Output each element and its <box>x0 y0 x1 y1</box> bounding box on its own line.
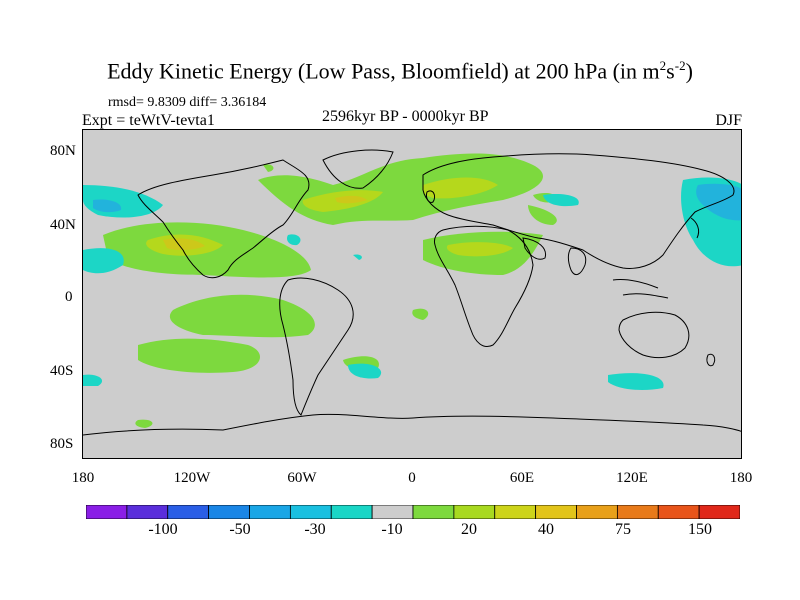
colorbar-swatch <box>289 505 332 519</box>
rmsd-diff-stats: rmsd= 9.8309 diff= 3.36184 <box>108 95 267 110</box>
lon-label-120e: 120E <box>616 470 648 486</box>
experiment-label: Expt = teWtV-tevta1 <box>82 112 215 129</box>
colorbar-swatch <box>371 505 414 519</box>
coastlines <box>83 149 741 436</box>
eke-map <box>82 129 742 459</box>
colorbar-swatch <box>494 505 537 519</box>
lon-label-180e: 180 <box>729 470 753 486</box>
colorbar-swatch <box>616 505 659 519</box>
colorbar-label: 20 <box>461 521 477 538</box>
colorbar-label: -30 <box>304 521 326 538</box>
lon-label-120w: 120W <box>173 470 211 486</box>
colorbar-label: -50 <box>229 521 251 538</box>
lat-label-80s: 80S <box>50 436 74 452</box>
colorbar-swatch <box>86 505 128 519</box>
colorbar-swatch <box>167 505 210 519</box>
lon-label-60w: 60W <box>287 470 317 486</box>
map-svg <box>83 149 741 436</box>
colorbar-swatch <box>126 505 169 519</box>
colorbar-label: 40 <box>538 521 554 538</box>
strong-anomaly-regions <box>146 177 513 257</box>
lat-label-40s: 40S <box>50 363 74 379</box>
colorbar-swatch <box>249 505 291 519</box>
lon-label-180w: 180 <box>71 470 95 486</box>
colorbar-label: -100 <box>148 521 178 538</box>
colorbar-label: 75 <box>615 521 631 538</box>
colorbar-swatch <box>535 505 577 519</box>
colorbar-swatch <box>698 505 740 519</box>
colorbar-label: -10 <box>381 521 403 538</box>
lat-label-80n: 80N <box>50 143 76 159</box>
lat-label-40n: 40N <box>50 217 76 233</box>
peak-anomaly-regions <box>163 195 367 251</box>
lon-label-60e: 60E <box>509 470 535 486</box>
lon-label-0: 0 <box>408 470 416 486</box>
colorbar-swatch <box>453 505 496 519</box>
colorbar-swatch <box>576 505 618 519</box>
colorbar-swatch <box>412 505 455 519</box>
colorbar <box>86 505 740 519</box>
colorbar-swatch <box>657 505 700 519</box>
plot-title: Eddy Kinetic Energy (Low Pass, Bloomfiel… <box>107 58 693 84</box>
colorbar-swatch <box>330 505 373 519</box>
period-label: 2596kyr BP - 0000kyr BP <box>322 108 489 125</box>
lat-label-0: 0 <box>65 289 73 305</box>
colorbar-label: 150 <box>688 521 712 538</box>
colorbar-swatch <box>208 505 250 519</box>
season-label: DJF <box>715 112 742 129</box>
